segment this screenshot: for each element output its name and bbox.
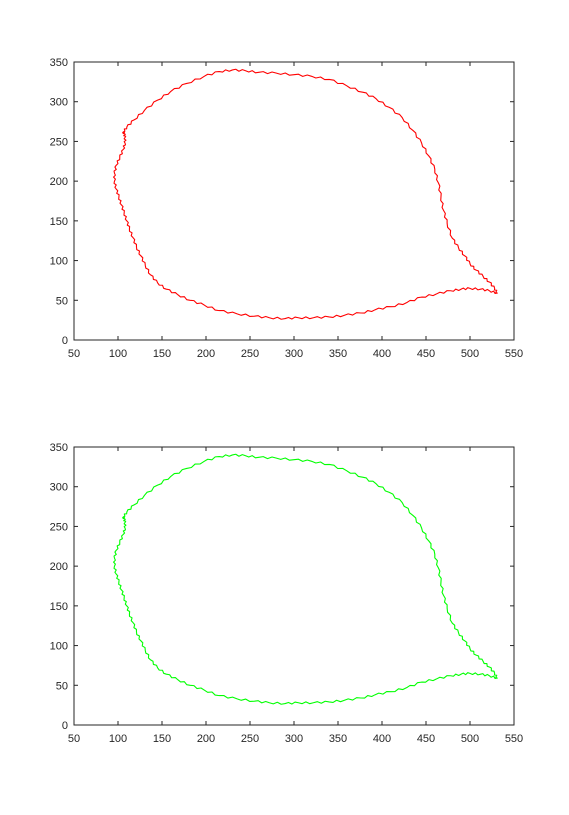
y-tick-label: 350 (50, 57, 68, 69)
y-tick-label: 200 (50, 561, 68, 573)
y-tick-label: 300 (50, 482, 68, 494)
x-tick-label: 200 (197, 348, 215, 360)
y-tick-label: 50 (56, 295, 68, 307)
x-tick-label: 400 (373, 733, 391, 745)
y-tick-label: 150 (50, 601, 68, 613)
y-tick-label: 100 (50, 641, 68, 653)
y-tick-label: 250 (50, 136, 68, 148)
series-outline-1 (113, 453, 498, 705)
x-tick-label: 250 (241, 348, 259, 360)
x-tick-label: 350 (329, 733, 347, 745)
x-tick-label: 250 (241, 733, 259, 745)
x-tick-label: 500 (461, 733, 479, 745)
x-tick-label: 100 (109, 348, 127, 360)
x-tick-label: 400 (373, 348, 391, 360)
axes-frame (73, 61, 515, 341)
x-tick-label: 150 (153, 733, 171, 745)
y-tick-label: 350 (50, 442, 68, 454)
x-tick-label: 50 (68, 348, 80, 360)
x-tick-label: 150 (153, 348, 171, 360)
y-tick-label: 0 (62, 720, 68, 732)
y-tick-label: 100 (50, 256, 68, 268)
chart-1: 50 100 150 200 250 300 350 400 450 500 55005010015… (50, 57, 524, 360)
x-tick-label: 300 (285, 348, 303, 360)
x-tick-label: 300 (285, 733, 303, 745)
series-outline-1 (113, 68, 498, 320)
x-tick-label: 450 (417, 733, 435, 745)
y-tick-label: 50 (56, 680, 68, 692)
y-tick-label: 250 (50, 521, 68, 533)
y-tick-label: 300 (50, 97, 68, 109)
x-tick-label: 200 (197, 733, 215, 745)
x-tick-label: 350 (329, 348, 347, 360)
chart-2: 50 100 150 200 250 300 350 400 450 500 55005010015… (50, 442, 524, 745)
x-tick-label: 550 (505, 348, 523, 360)
y-tick-label: 150 (50, 216, 68, 228)
x-tick-label: 500 (461, 348, 479, 360)
x-tick-label: 50 (68, 733, 80, 745)
x-tick-label: 100 (109, 733, 127, 745)
x-tick-label: 550 (505, 733, 523, 745)
axes-frame (73, 446, 515, 726)
y-tick-label: 200 (50, 176, 68, 188)
x-tick-label: 450 (417, 348, 435, 360)
y-tick-label: 0 (62, 335, 68, 347)
